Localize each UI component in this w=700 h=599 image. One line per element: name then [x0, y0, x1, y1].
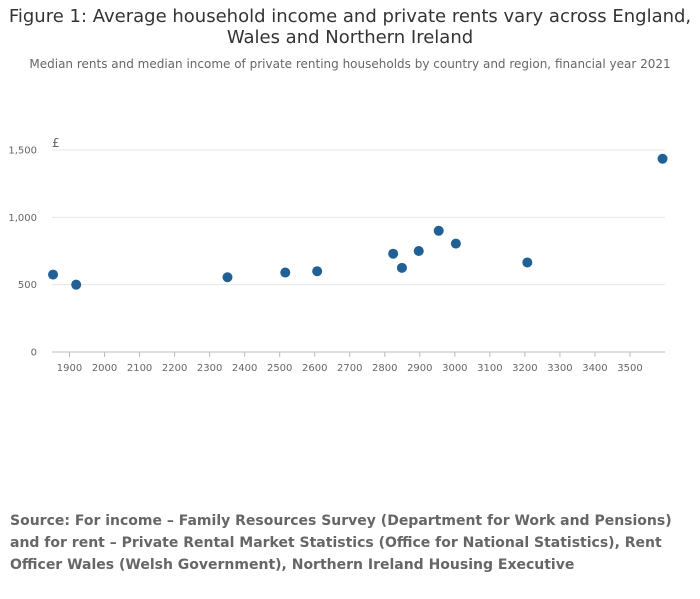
x-tick-label: 2200 [162, 363, 187, 374]
gridlines [52, 149, 665, 353]
data-point[interactable] [396, 262, 407, 273]
x-tick-label: 2800 [372, 363, 397, 374]
data-point[interactable] [388, 248, 399, 259]
data-point[interactable] [433, 225, 444, 236]
x-tick-label: 2500 [267, 363, 292, 374]
chart-title-line-1: Figure 1: Average household income and p… [8, 6, 692, 27]
x-tick-label: 3400 [582, 363, 607, 374]
y-axis-unit-label: £ [52, 136, 60, 150]
data-points [48, 153, 668, 290]
x-tick-label: 2300 [197, 363, 222, 374]
data-point[interactable] [312, 266, 323, 277]
data-point[interactable] [450, 238, 461, 249]
y-tick-label: 1,000 [8, 213, 37, 224]
data-point[interactable] [48, 269, 59, 280]
x-tick-label: 2000 [92, 363, 117, 374]
x-tick-label: 2900 [407, 363, 432, 374]
data-point[interactable] [657, 153, 668, 164]
x-tick-label: 3100 [477, 363, 502, 374]
y-tick-label: 0 [31, 348, 37, 359]
x-tick-label: 2700 [337, 363, 362, 374]
data-point[interactable] [413, 246, 424, 256]
x-tick-label: 2100 [127, 363, 152, 374]
y-tick-label: 1,500 [8, 146, 37, 157]
x-tick-label: 1900 [57, 363, 82, 374]
x-tick-label: 3200 [512, 363, 537, 374]
data-point[interactable] [222, 272, 233, 283]
axes: 0 500 1,000 1,500 1900 2000 2100 2200 2300 2400 25… [8, 146, 642, 375]
x-tick-label: 3500 [617, 363, 642, 374]
source-note: Source: For income – Family Resources Su… [10, 513, 672, 573]
chart-subtitle: Median rents and median income of privat… [29, 57, 671, 71]
x-tick-label: 2400 [232, 363, 257, 374]
x-tick-label: 3000 [442, 363, 467, 374]
data-point[interactable] [71, 279, 82, 290]
chart-title: Figure 1: Average household income and p… [0, 6, 700, 48]
x-tick-label: 2600 [302, 363, 327, 374]
data-point[interactable] [280, 267, 291, 278]
x-tick-label: 3300 [547, 363, 572, 374]
chart-title-line-2: Wales and Northern Ireland [226, 27, 474, 48]
y-tick-label: 500 [18, 280, 37, 291]
data-point[interactable] [522, 257, 533, 268]
